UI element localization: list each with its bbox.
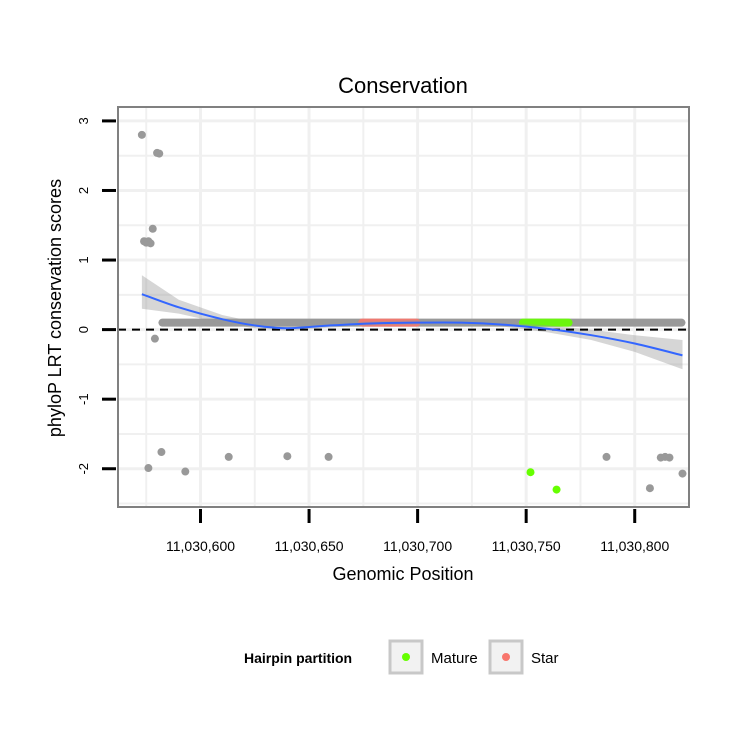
legend-items: Mature Star bbox=[388, 639, 559, 675]
smooth-line bbox=[141, 293, 683, 357]
y-axis: 3 2 1 0 -1 -2 bbox=[76, 117, 116, 475]
legend-key-box bbox=[388, 639, 424, 675]
other-data-point bbox=[181, 467, 190, 476]
mature-data-point bbox=[552, 485, 561, 494]
chart-title: Conservation bbox=[338, 73, 468, 98]
x-tick-label: 11,030,800 bbox=[600, 538, 669, 554]
other-data-point bbox=[324, 452, 333, 461]
other-data-point bbox=[155, 149, 164, 158]
y-tick-label: 1 bbox=[76, 256, 91, 263]
y-tick-label: 3 bbox=[76, 117, 91, 124]
other-data-point bbox=[678, 469, 687, 478]
other-data-point bbox=[137, 130, 146, 139]
other-data-point bbox=[157, 448, 166, 457]
legend-item-label: Mature bbox=[431, 650, 478, 667]
x-tick-label: 11,030,650 bbox=[275, 538, 344, 554]
legend-title: Hairpin partition bbox=[244, 650, 352, 666]
other-data-point bbox=[148, 224, 157, 233]
legend-key-dot bbox=[502, 653, 510, 661]
x-tick-label: 11,030,600 bbox=[166, 538, 235, 554]
y-axis-label: phyloP LRT conservation scores bbox=[45, 179, 65, 437]
smooth-trend-line bbox=[141, 293, 683, 357]
other-data-point bbox=[146, 239, 155, 248]
x-tick-label: 11,030,700 bbox=[383, 538, 452, 554]
legend-item-mature: Mature bbox=[388, 639, 478, 675]
gridlines bbox=[118, 107, 690, 507]
other-data-point bbox=[144, 464, 153, 473]
legend: Hairpin partition Mature Star bbox=[244, 639, 559, 675]
other-data-point bbox=[150, 334, 159, 343]
legend-item-label: Star bbox=[531, 650, 559, 667]
other-data-point bbox=[224, 452, 233, 461]
mature-data-point bbox=[526, 468, 535, 477]
other-data-point bbox=[283, 452, 292, 461]
other-data-point bbox=[665, 453, 674, 462]
y-tick-label: -1 bbox=[76, 393, 91, 405]
y-tick-label: -2 bbox=[76, 463, 91, 475]
plot-panel-border bbox=[117, 106, 690, 508]
data-points bbox=[137, 130, 687, 494]
mature-baseline-band bbox=[518, 318, 573, 327]
other-data-point bbox=[602, 452, 611, 461]
y-tick-label: 2 bbox=[76, 187, 91, 194]
legend-key-dot bbox=[402, 653, 410, 661]
x-axis-label: Genomic Position bbox=[332, 564, 473, 584]
y-tick-label: 0 bbox=[76, 326, 91, 333]
other-data-point bbox=[645, 484, 654, 493]
plot-panel bbox=[117, 106, 690, 508]
x-tick-label: 11,030,750 bbox=[492, 538, 561, 554]
x-axis: 11,030,600 11,030,650 11,030,700 11,030,750… bbox=[166, 509, 669, 554]
legend-item-star: Star bbox=[488, 639, 559, 675]
